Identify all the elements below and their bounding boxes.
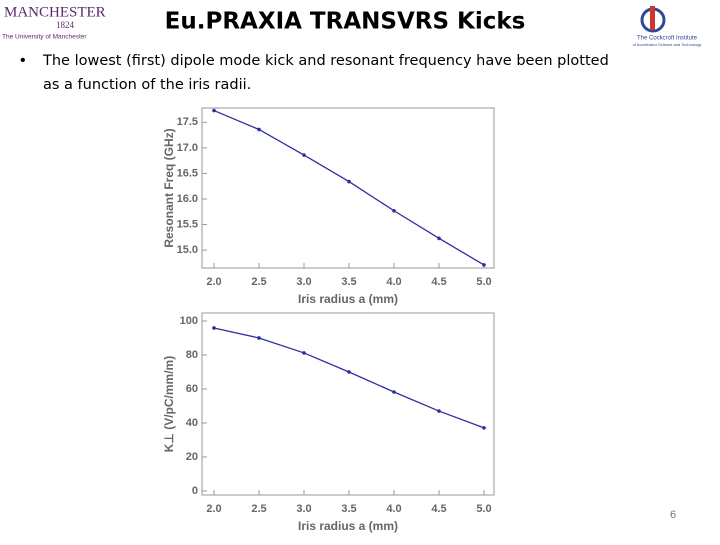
bullet-marker: •	[20, 52, 26, 69]
data-point	[302, 153, 306, 157]
y-tick-label: 15.5	[177, 218, 198, 230]
x-tick-label: 3.0	[296, 276, 311, 288]
y-tick-label: 17.5	[177, 116, 198, 128]
data-point	[302, 351, 306, 355]
x-tick-label: 2.0	[206, 276, 221, 288]
x-tick-label: 4.0	[386, 503, 401, 515]
data-line	[213, 109, 485, 266]
x-tick-label: 5.0	[476, 503, 491, 515]
y-axis-label: K⊥ (V/pC/mm/m)	[162, 356, 176, 452]
plot-frame	[201, 312, 495, 496]
logo-left-year: 1824	[56, 20, 75, 30]
data-point	[347, 179, 351, 184]
y-tick-label: 17.0	[177, 142, 198, 154]
data-point	[392, 390, 396, 394]
y-axis-label: Resonant Freq (GHz)	[162, 128, 176, 247]
x-tick-label: 4.0	[386, 276, 401, 288]
page-number: 6	[670, 509, 676, 521]
data-point	[212, 108, 216, 113]
logo-left-name: MANCHESTER	[4, 4, 106, 20]
x-tick-label: 5.0	[476, 276, 491, 288]
x-tick-label: 4.5	[431, 503, 446, 515]
x-axis-label: Iris radius a (mm)	[298, 519, 398, 533]
data-point	[482, 263, 486, 267]
data-point	[257, 127, 261, 132]
data-point	[437, 236, 441, 241]
x-tick-label: 2.5	[251, 276, 266, 288]
y-tick-label: 100	[180, 315, 198, 327]
logo-right-bar	[650, 6, 655, 30]
y-tick-label: 16.0	[177, 193, 198, 205]
y-tick-label: 16.5	[177, 167, 198, 179]
logo-left	[0, 0, 104, 42]
logo-left-subtitle: The University of Manchester	[2, 34, 87, 41]
x-axis-label: Iris radius a (mm)	[298, 292, 398, 306]
y-tick-label: 0	[192, 485, 198, 497]
y-tick-label: 15.0	[177, 244, 198, 256]
logo-right-name: The Cockcroft Institute	[637, 36, 698, 42]
logo-right-subtitle: of Accelerator Science and Technology	[633, 42, 702, 47]
data-point	[257, 336, 261, 340]
x-tick-label: 3.0	[296, 503, 311, 515]
y-tick-label: 40	[186, 417, 198, 429]
y-tick-label: 20	[186, 451, 198, 463]
y-tick-label: 60	[186, 383, 198, 395]
data-point	[392, 208, 396, 213]
x-tick-label: 2.0	[206, 503, 221, 515]
plot-frame	[201, 107, 495, 269]
x-tick-label: 3.5	[341, 503, 356, 515]
data-line	[213, 327, 485, 429]
bullet-line: as a function of the iris radii.	[43, 77, 251, 93]
slide-title: Eu.PRAXIA TRANSVRS Kicks	[165, 9, 526, 35]
bullet-line: The lowest (first) dipole mode kick and …	[42, 53, 609, 69]
x-tick-label: 2.5	[251, 503, 266, 515]
x-tick-label: 3.5	[341, 276, 356, 288]
data-point	[437, 409, 441, 413]
data-point	[482, 426, 486, 430]
data-point	[347, 370, 351, 374]
y-tick-label: 80	[186, 349, 198, 361]
data-point	[212, 326, 216, 330]
x-tick-label: 4.5	[431, 276, 446, 288]
